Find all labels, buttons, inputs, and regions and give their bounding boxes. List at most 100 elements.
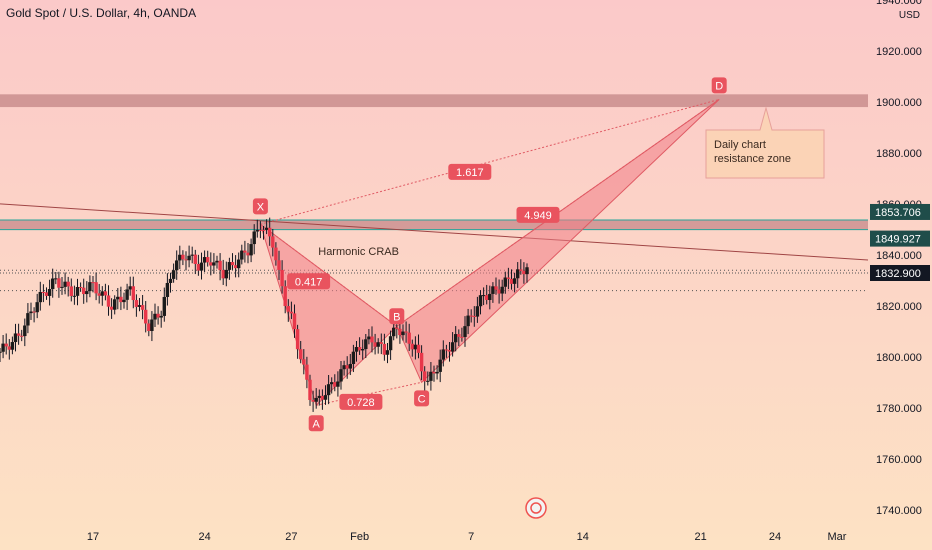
candle-body	[373, 342, 377, 347]
ratio-label-4949-box	[516, 206, 560, 223]
y-tick-label: 1900.000	[876, 97, 922, 109]
candle-body	[497, 289, 501, 294]
candle-body	[128, 286, 132, 290]
candle-body	[66, 281, 70, 287]
candle-body	[184, 259, 188, 261]
ratio-label-1617-box	[448, 163, 492, 180]
candle-body	[112, 299, 117, 310]
candle-body	[345, 365, 349, 369]
candle-body	[252, 231, 256, 245]
candle-body	[63, 281, 67, 287]
candle-body	[137, 305, 142, 307]
candle-body	[230, 262, 235, 266]
candle-body	[16, 333, 21, 336]
annotation-text-line: resistance zone	[714, 153, 791, 165]
zone-daily-resistance	[0, 94, 868, 108]
x-tick-label: 17	[87, 531, 99, 543]
symbol-title: Gold Spot / U.S. Dollar, 4h, OANDA	[6, 6, 197, 20]
price-tag-bg	[870, 230, 930, 247]
candle-body	[289, 311, 294, 314]
candle-body	[426, 380, 430, 382]
candle-body	[181, 254, 185, 260]
candle-body	[323, 395, 328, 400]
candle-body	[444, 349, 449, 351]
point-label-a-box	[308, 415, 324, 432]
candle-body	[190, 254, 194, 256]
candle-body	[13, 333, 18, 343]
candle-body	[472, 315, 477, 317]
y-tick-label: 1920.000	[876, 46, 922, 58]
candle-body	[47, 289, 52, 296]
candle-body	[171, 270, 176, 279]
x-tick-label: 14	[577, 531, 589, 543]
candle-body	[525, 267, 529, 275]
price-tag: 1853.706	[875, 207, 921, 219]
candle-body	[413, 344, 418, 350]
candle-body	[457, 334, 461, 337]
candle-body	[236, 259, 241, 269]
candle-body	[81, 287, 86, 295]
candle-body	[395, 327, 399, 329]
candle-body	[286, 306, 291, 312]
candle-body	[264, 227, 269, 230]
candle-body	[339, 369, 343, 382]
y-tick-label: 1940.000	[876, 0, 922, 7]
ratio-label-0417-box	[287, 273, 331, 290]
candle-body	[463, 326, 467, 337]
candle-body	[0, 351, 2, 353]
candle-body	[159, 315, 163, 318]
candle-body	[218, 260, 222, 271]
candle-body	[50, 278, 55, 290]
candle-body	[376, 342, 380, 347]
zone-mid-zone	[0, 219, 868, 230]
candle-body	[419, 352, 424, 372]
candle-body	[410, 343, 415, 350]
candle-body	[494, 286, 498, 290]
candle-body	[302, 359, 306, 365]
candle-body	[280, 269, 284, 287]
y-tick-label: 1820.000	[876, 301, 922, 313]
price-tag: 1832.900	[875, 268, 921, 280]
candle-body	[314, 397, 318, 402]
candle-body	[165, 282, 170, 297]
candle-body	[54, 278, 58, 280]
candle-body	[512, 278, 517, 284]
candle-body	[122, 299, 126, 303]
candle-body	[60, 286, 64, 288]
candle-body	[407, 332, 411, 344]
candle-body	[199, 262, 204, 271]
candle-body	[69, 286, 74, 296]
candle-body	[212, 262, 216, 266]
candle-body	[348, 363, 353, 369]
candle-body	[364, 339, 368, 350]
price-tag: 1849.927	[875, 234, 921, 246]
candle-body	[125, 289, 129, 300]
candle-body	[481, 295, 486, 297]
ratio-label-0728-box	[339, 393, 383, 410]
x-tick-label: 21	[694, 531, 706, 543]
candle-body	[140, 305, 145, 310]
x-tick-label: 24	[198, 531, 210, 543]
candle-body	[277, 260, 281, 270]
candle-body	[258, 229, 263, 231]
candle-body	[78, 286, 83, 288]
candle-body	[317, 395, 322, 398]
candle-body	[404, 331, 408, 333]
y-tick-label: 1780.000	[876, 403, 922, 415]
candle-body	[295, 329, 300, 350]
y-tick-label: 1880.000	[876, 148, 922, 160]
point-label-a: A	[313, 418, 321, 430]
candle-body	[196, 263, 201, 271]
candle-body	[221, 270, 225, 279]
candle-body	[91, 282, 95, 284]
candle-body	[342, 365, 346, 370]
ratio-label-1617: 1.617	[456, 167, 484, 179]
candle-body	[401, 331, 405, 336]
price-tag-bg	[870, 203, 930, 220]
candle-body	[97, 293, 101, 296]
ratio-label-4949: 4.949	[524, 210, 552, 222]
point-label-b-box	[389, 308, 405, 325]
